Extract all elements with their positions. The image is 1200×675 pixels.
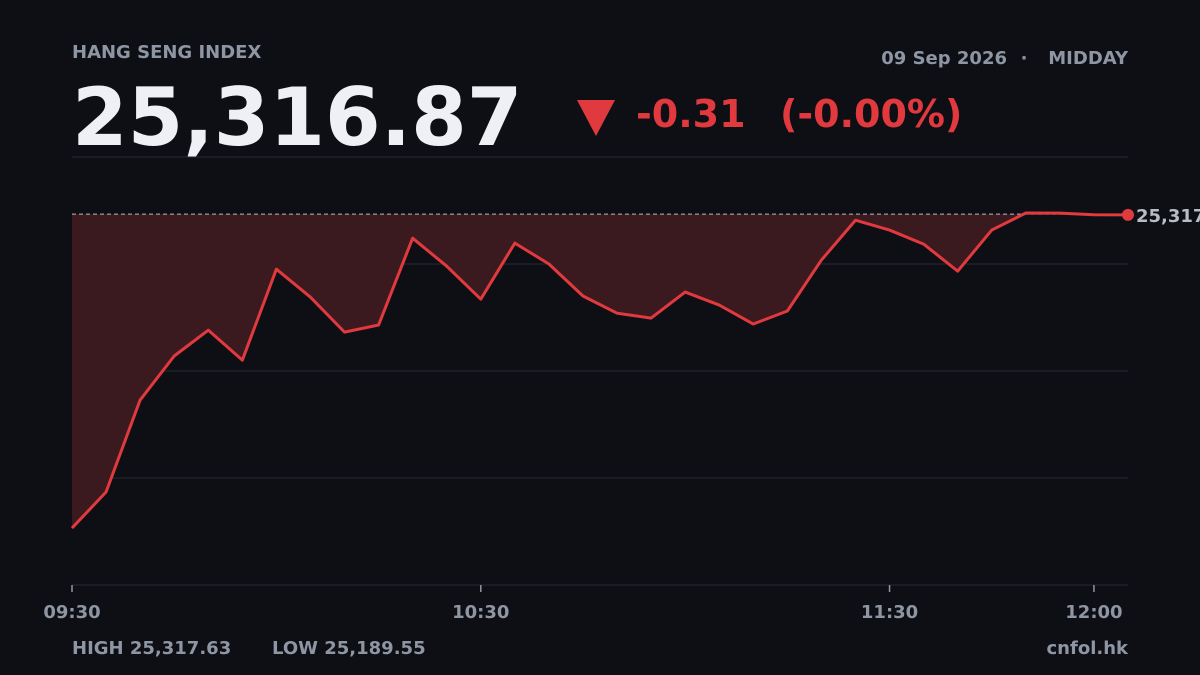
session: MIDDAY	[1048, 48, 1129, 69]
date: 09 Sep 2026	[881, 48, 1007, 69]
x-tick-label: 12:00	[1065, 602, 1122, 623]
price: 25,316.87	[72, 71, 522, 164]
separator: ·	[1021, 48, 1028, 69]
source: cnfol.hk	[1047, 638, 1130, 659]
change: -0.31	[636, 92, 746, 136]
last-point	[1122, 208, 1134, 221]
down-arrow	[577, 100, 615, 136]
plot: 09:30 10:30 11:30 12:00 25,317	[43, 156, 1200, 623]
x-tick-label: 09:30	[43, 602, 100, 623]
last-value-label: 25,317	[1136, 206, 1200, 227]
change-percent: (-0.00%)	[780, 92, 962, 136]
low: LOW 25,189.55	[272, 638, 426, 659]
area	[72, 213, 1128, 529]
index-name: HANG SENG INDEX	[72, 42, 261, 63]
price-line	[70, 211, 1129, 530]
x-tick-label: 10:30	[452, 602, 509, 623]
x-tick-label: 11:30	[861, 602, 918, 623]
high: HIGH 25,317.63	[72, 638, 231, 659]
